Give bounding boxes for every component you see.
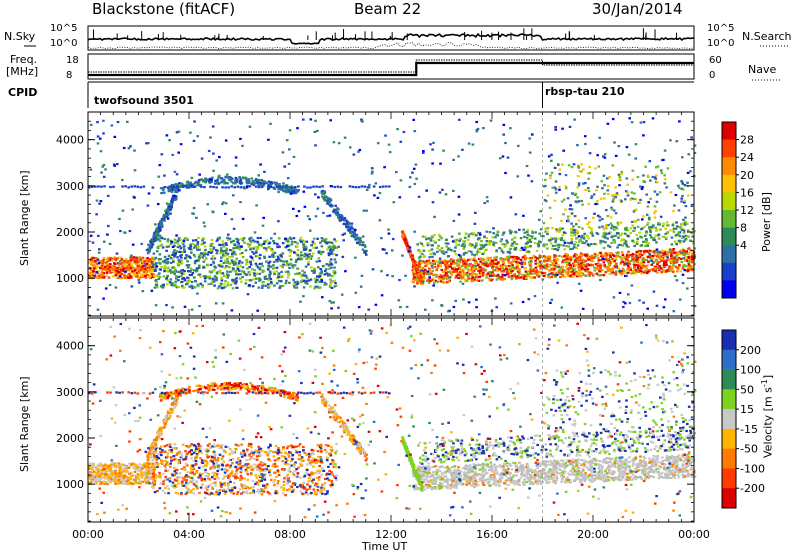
nave-tick-bottom: 0 <box>709 70 716 81</box>
velocity-colorbar-cell <box>722 428 736 449</box>
velocity-colorbar-tick-label: -15 <box>740 423 758 436</box>
freq-line <box>88 61 694 77</box>
velocity-colorbar-label: Velocity [m s-1] <box>760 374 775 458</box>
beam-title: Beam 22 <box>354 0 422 18</box>
power-heatmap <box>88 117 697 313</box>
velocity-colorbar-tick-label: 50 <box>740 383 754 396</box>
nsearch-line <box>87 42 695 49</box>
power-ytick-label: 4000 <box>56 134 84 147</box>
velocity-colorbar-cell <box>722 349 736 370</box>
velocity-colorbar-tick-label: 200 <box>740 344 761 357</box>
xtick-label: 20:00 <box>577 528 609 541</box>
xtick-label: 00:00 <box>678 528 710 541</box>
power-ytick-label: 3000 <box>56 180 84 193</box>
xaxis-label: Time UT <box>362 540 408 553</box>
power-ytick-label: 1000 <box>56 272 84 285</box>
power-colorbar-cell <box>722 192 736 211</box>
velocity-colorbar-tick-label: -200 <box>740 482 765 495</box>
velocity-colorbar-cell <box>722 330 736 351</box>
nsky-label: N.Sky <box>4 30 36 43</box>
nsearch-tick-top: 10^5 <box>707 23 735 34</box>
velocity-ytick-label: 2000 <box>56 432 84 445</box>
power-colorbar-cell <box>722 139 736 158</box>
velocity-colorbar-frame <box>721 329 737 509</box>
velocity-ytick-label: 4000 <box>56 340 84 353</box>
freq-frame <box>87 53 695 80</box>
power-colorbar-tick-label: 20 <box>740 169 754 182</box>
power-colorbar-cell <box>722 262 736 281</box>
freq-tick-bottom: 8 <box>66 70 73 81</box>
velocity-colorbar-cell <box>722 448 736 469</box>
power-colorbar-cell <box>722 157 736 176</box>
nsky-tick-top: 10^5 <box>50 23 78 34</box>
nsearch-label: N.Search <box>742 30 792 43</box>
power-colorbar-tick-label: 12 <box>740 204 754 217</box>
velocity-ylabel: Slant Range [km] <box>18 376 31 472</box>
power-frame <box>87 111 695 317</box>
date-title: 30/Jan/2014 <box>592 0 683 18</box>
freq-label: Freq. <box>10 53 38 66</box>
power-colorbar-cell <box>722 227 736 246</box>
xtick-label: 00:00 <box>72 528 104 541</box>
velocity-colorbar-cell <box>722 409 736 430</box>
cpid-label: CPID <box>8 86 38 99</box>
power-colorbar-tick-label: 16 <box>740 186 754 199</box>
power-colorbar-tick-label: 4 <box>740 239 747 252</box>
velocity-colorbar-tick-label: 15 <box>740 403 754 416</box>
power-colorbar-tick-label: 24 <box>740 151 754 164</box>
station-title: Blackstone (fitACF) <box>92 0 236 18</box>
velocity-colorbar-cell <box>722 468 736 489</box>
cpid-segment-2: rbsp-tau 210 <box>545 85 625 98</box>
power-colorbar-cell <box>722 245 736 264</box>
freq-tick-top: 18 <box>66 55 79 66</box>
nave-label: Nave <box>748 63 777 76</box>
power-colorbar-cell <box>722 210 736 228</box>
nave-line <box>88 59 694 73</box>
nsky-tick-bottom: 10^0 <box>50 38 78 49</box>
xtick-label: 16:00 <box>476 528 508 541</box>
velocity-ytick-label: 1000 <box>56 478 84 491</box>
power-colorbar-label: Power [dB] <box>760 192 773 252</box>
cpid-segment-1: twofsound 3501 <box>94 94 194 107</box>
freq-unit: [MHz] <box>6 65 39 78</box>
nave-tick-top: 60 <box>709 55 722 66</box>
nsearch-tick-bottom: 10^0 <box>707 38 735 49</box>
xtick-label: 12:00 <box>375 528 407 541</box>
power-colorbar-cell <box>722 280 736 299</box>
velocity-colorbar-cell <box>722 488 736 509</box>
power-colorbar-tick-label: 8 <box>740 222 747 235</box>
velocity-colorbar-cell <box>722 369 736 390</box>
power-colorbar-tick-label: 28 <box>740 134 754 147</box>
velocity-heatmap <box>88 322 697 519</box>
xtick-label: 08:00 <box>274 528 306 541</box>
power-ylabel: Slant Range [km] <box>18 170 31 266</box>
velocity-ytick-label: 3000 <box>56 386 84 399</box>
power-ytick-label: 2000 <box>56 226 84 239</box>
xtick-label: 04:00 <box>173 528 205 541</box>
velocity-colorbar-tick-label: 100 <box>740 364 761 377</box>
velocity-frame <box>87 317 695 523</box>
power-colorbar-cell <box>722 122 736 140</box>
velocity-colorbar-cell <box>722 389 736 410</box>
power-colorbar-cell <box>722 174 736 193</box>
nsky-line <box>87 32 695 45</box>
velocity-colorbar-tick-label: -100 <box>740 462 765 475</box>
velocity-colorbar-tick-label: -50 <box>740 443 758 456</box>
